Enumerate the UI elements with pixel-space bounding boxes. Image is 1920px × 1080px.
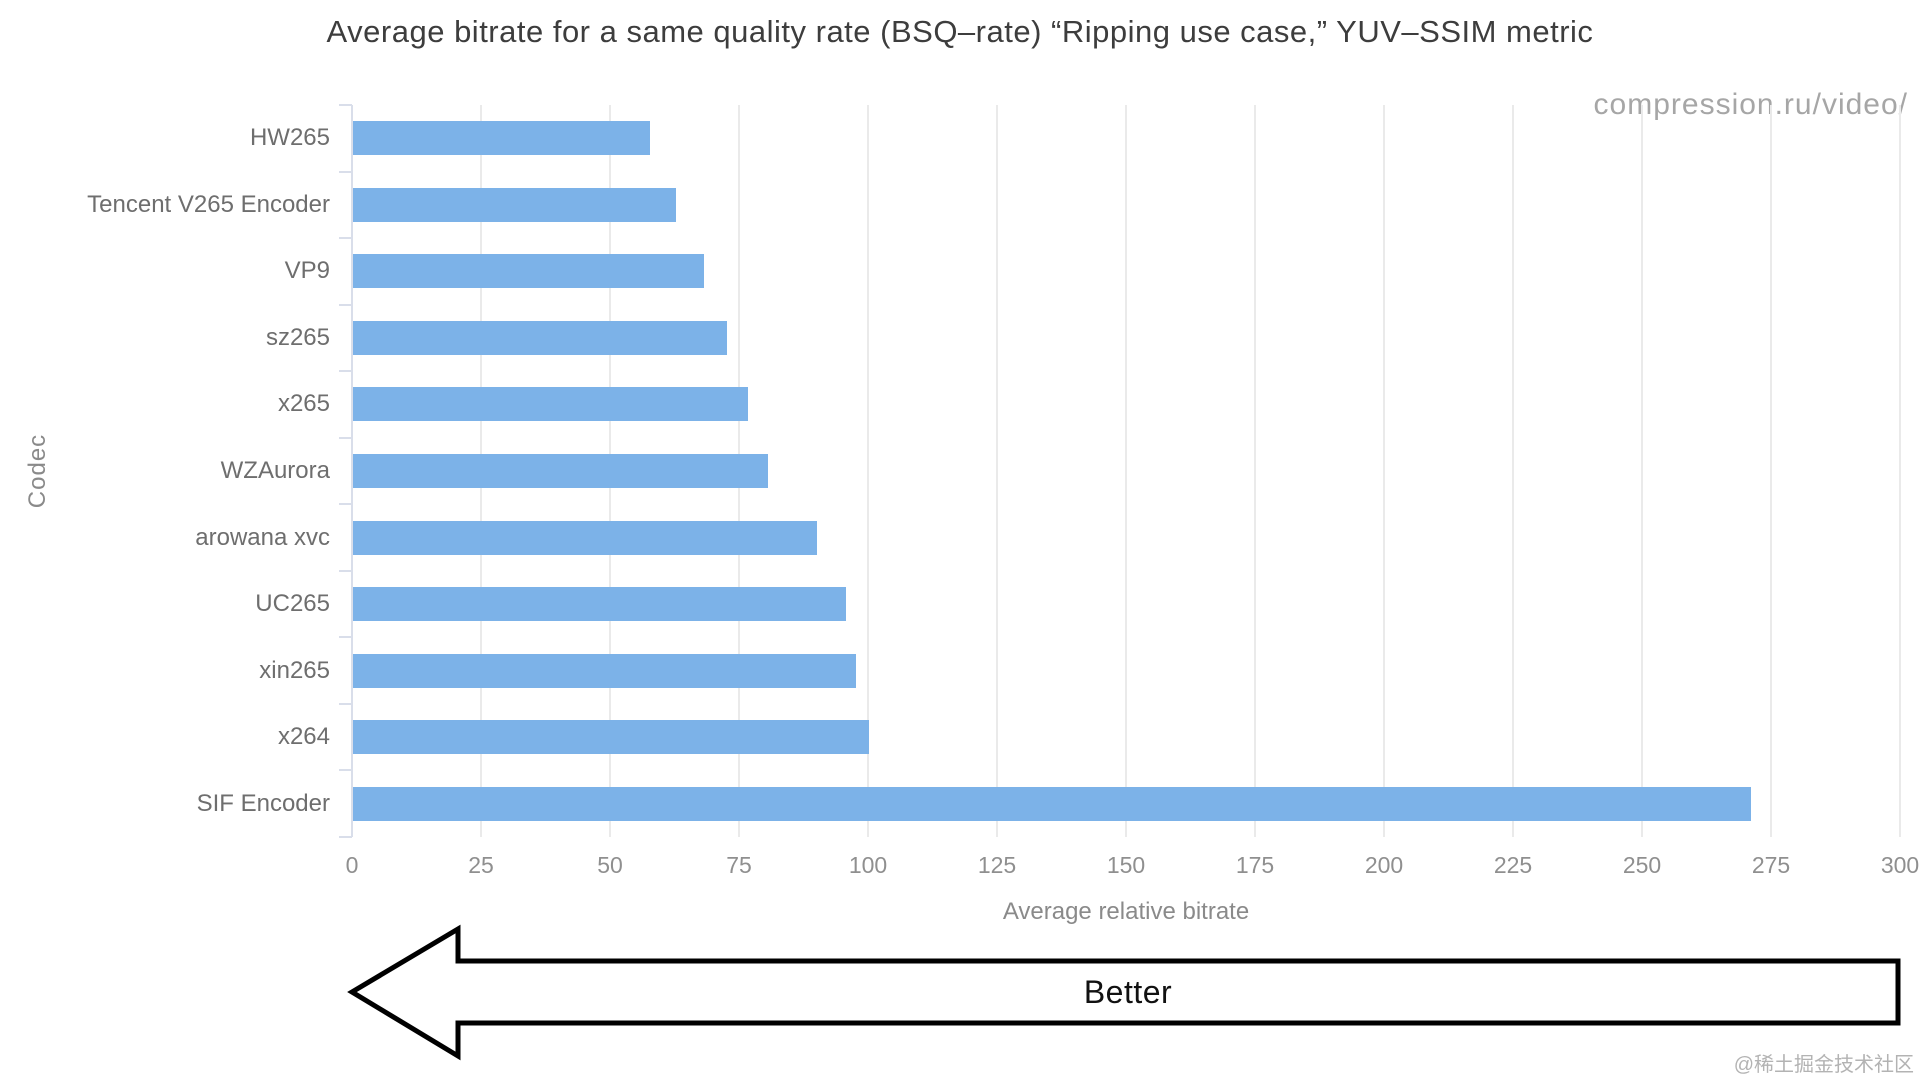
- y-axis-tick: [339, 104, 352, 106]
- category-label: HW265: [249, 124, 330, 152]
- category-label: WZAurora: [220, 457, 330, 484]
- x-tick-label: 25: [468, 852, 494, 878]
- gridline: [1254, 105, 1256, 837]
- x-tick-label: 225: [1493, 852, 1533, 878]
- category-label: sz265: [265, 323, 330, 351]
- bar-xin265: [353, 653, 857, 688]
- category-label: Tencent V265 Encoder: [87, 190, 330, 218]
- better-arrow-label: Better: [1084, 974, 1172, 1010]
- x-tick-label: 175: [1235, 852, 1275, 878]
- y-axis-tick: [339, 769, 352, 772]
- category-label: xin265: [259, 656, 330, 684]
- bar-wzaurora: [353, 454, 769, 488]
- y-axis-tick: [339, 702, 352, 705]
- x-tick-label: 50: [597, 852, 623, 878]
- x-tick-label: 275: [1751, 852, 1791, 878]
- credit-watermark: @稀土掘金技术社区: [1733, 1054, 1914, 1076]
- y-axis-tick: [339, 170, 352, 173]
- category-label: VP9: [284, 257, 330, 285]
- category-label: x265: [277, 390, 330, 418]
- x-tick-label: 75: [726, 852, 752, 878]
- category-label: UC265: [255, 590, 330, 618]
- x-tick-label: 200: [1364, 852, 1404, 878]
- gridline: [1770, 105, 1772, 837]
- bar-x265: [353, 387, 748, 422]
- gridline: [1899, 105, 1901, 837]
- category-label: SIF Encoder: [196, 789, 330, 817]
- bar-vp9: [353, 254, 704, 289]
- y-axis-tick: [339, 569, 352, 572]
- x-tick-label: 0: [345, 852, 359, 878]
- gridline: [1383, 105, 1385, 837]
- x-tick-label: 125: [977, 852, 1017, 878]
- bar-sif-encoder: [353, 786, 1752, 821]
- gridline: [1125, 105, 1127, 837]
- gridline: [1641, 105, 1643, 837]
- bar-arowana-xvc: [353, 520, 818, 555]
- gridline: [996, 105, 998, 837]
- y-axis-tick: [339, 636, 352, 639]
- bar-x264: [353, 720, 869, 755]
- better-arrow-shape: [347, 924, 1901, 1061]
- y-axis-tick: [339, 370, 352, 373]
- y-axis-tick: [339, 836, 352, 838]
- better-arrow: Better: [347, 924, 1901, 1061]
- bar-tencent-v265-encoder: [353, 187, 676, 222]
- x-tick-label: 150: [1106, 852, 1146, 878]
- bar-sz265: [353, 320, 728, 355]
- x-axis-title: Average relative bitrate: [1002, 898, 1250, 925]
- y-axis-tick: [339, 237, 352, 240]
- y-axis-line: [351, 105, 353, 837]
- y-axis-tick: [339, 503, 352, 506]
- bar-hw265: [353, 121, 650, 156]
- y-axis-tick: [339, 303, 352, 306]
- bar-uc265: [353, 587, 846, 622]
- gridline: [1512, 105, 1514, 837]
- y-axis-tick: [339, 436, 352, 439]
- gridline: [867, 105, 869, 837]
- category-label: arowana xvc: [195, 523, 330, 551]
- x-tick-label: 250: [1622, 852, 1662, 878]
- chart-title: Average bitrate for a same quality rate …: [326, 14, 1594, 49]
- x-tick-label: 100: [848, 852, 888, 878]
- source-watermark: compression.ru/video/: [1593, 88, 1908, 121]
- x-tick-label: 300: [1880, 852, 1920, 878]
- category-label: x264: [277, 723, 330, 751]
